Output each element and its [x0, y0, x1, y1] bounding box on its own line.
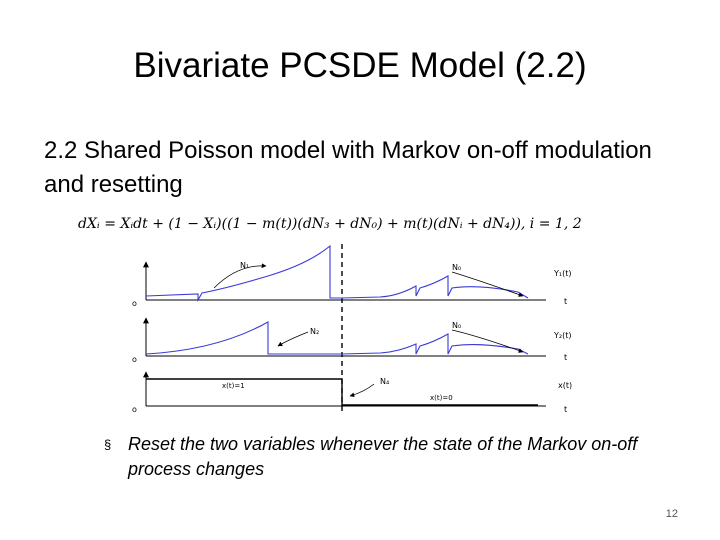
panel3-state-signal	[146, 378, 538, 406]
model-equation: dXᵢ = Xᵢdt + (1 − Xᵢ)((1 − m(t))(dN₃ + d…	[78, 216, 582, 232]
panel-y1: o N₁ N₀ Y₁(t) t	[132, 244, 571, 308]
panel1-curve-label: Y₁(t)	[553, 269, 571, 278]
panel-y2: o N₂ N₀ Y₂(t) t	[132, 317, 571, 364]
panel2-curve-label: Y₂(t)	[553, 331, 571, 340]
panel1-arrow-left	[213, 263, 267, 289]
panel2-arrow-left	[277, 331, 309, 347]
panel3-arrow	[349, 383, 375, 398]
panel2-origin: o	[132, 355, 137, 364]
bullet-point: § Reset the two variables whenever the s…	[104, 432, 664, 482]
panel1-curve	[145, 244, 529, 303]
panel1-arrow-right	[451, 271, 524, 297]
panel3-state-off: x(t)=0	[430, 394, 453, 402]
panel2-curve	[145, 321, 529, 355]
panel3-axis-label: t	[564, 405, 567, 414]
panel3-event: N₄	[380, 377, 389, 386]
state-diagram: o N₁ N₀ Y₁(t) t o N₂ N₀ Y₂(t) t o x(t)=1…	[132, 244, 572, 414]
panel-markov: o x(t)=1 x(t)=0 N₄ x(t) t	[132, 371, 572, 414]
slide-title: Bivariate PCSDE Model (2.2)	[133, 46, 587, 85]
page-number: 12	[665, 508, 678, 520]
panel3-state-on: x(t)=1	[222, 382, 245, 390]
panel1-origin: o	[132, 299, 137, 308]
bullet-marker-icon: §	[104, 437, 112, 452]
bullet-text: Reset the two variables whenever the sta…	[128, 434, 638, 479]
panel2-axis-label: t	[564, 353, 567, 362]
panel2-arrow-right	[451, 329, 524, 353]
panel1-event-left: N₁	[240, 261, 249, 270]
panel2-event-right: N₀	[452, 321, 461, 330]
panel2-event-left: N₂	[310, 327, 319, 336]
panel1-event-right: N₀	[452, 263, 461, 272]
panel3-curve-label: x(t)	[558, 381, 572, 390]
panel1-axis-label: t	[564, 297, 567, 306]
slide-subtitle: 2.2 Shared Poisson model with Markov on-…	[44, 137, 652, 198]
panel3-origin: o	[132, 405, 137, 414]
